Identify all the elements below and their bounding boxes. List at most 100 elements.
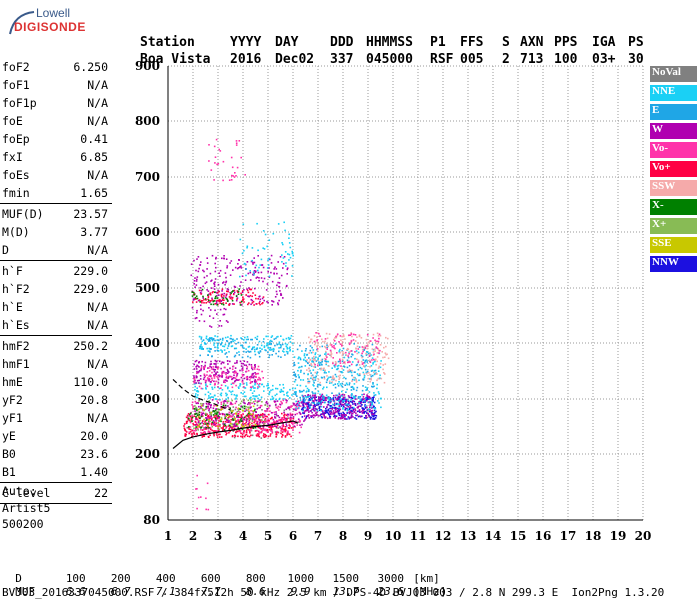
scatter-point [219,409,222,411]
scatter-point [230,334,232,337]
scatter-point [282,350,284,352]
scatter-point [203,373,206,376]
scatter-point [206,338,209,341]
scatter-point [208,418,210,421]
scatter-point [334,386,337,389]
scatter-point [255,270,257,272]
scatter-point [302,404,304,406]
scatter-point [259,347,261,349]
scatter-point [342,414,345,416]
scatter-point [251,417,253,419]
scatter-point [338,341,340,343]
scatter-point [329,376,332,378]
scatter-point [253,368,256,370]
scatter-point [239,285,241,287]
param-separator [0,503,112,504]
scatter-point [200,293,202,295]
scatter-point [218,420,220,422]
scatter-point [189,412,192,415]
scatter-point [217,299,220,302]
scatter-point [239,302,242,304]
y-tick-label: 800 [135,114,160,128]
scatter-point [234,402,237,405]
scatter-point [294,374,297,377]
scatter-point [211,377,213,380]
scatter-point [287,413,290,416]
scatter-point [257,397,259,400]
scatter-point [326,379,328,381]
scatter-point [244,336,246,339]
scatter-point [209,309,212,311]
scatter-point [309,403,311,406]
scatter-point [191,433,194,435]
scatter-point [261,370,263,373]
scatter-point [196,488,198,490]
scatter-point [362,346,365,349]
scatter-point [275,422,277,424]
scatter-point [270,336,273,338]
scatter-point [234,434,236,437]
scatter-point [228,413,231,416]
scatter-point [281,419,284,421]
scatter-point [189,421,192,424]
y-tick-label: 300 [135,392,160,406]
y-tick-label: 80 [143,513,160,527]
scatter-point [348,396,351,398]
scatter-point [225,276,227,279]
scatter-point [316,345,318,347]
distance-label: D [15,572,22,585]
scatter-point [222,370,225,373]
scatter-point [231,435,234,438]
scatter-point [250,288,253,291]
scatter-point [242,369,244,371]
scatter-point [231,345,234,347]
scatter-point [188,426,190,428]
scatter-point [225,258,228,260]
scatter-point [321,345,324,348]
scatter-point [376,383,378,386]
scatter-point [334,366,336,368]
scatter-point [208,400,210,402]
scatter-point [258,340,261,343]
scatter-point [205,412,207,415]
scatter-point [257,400,259,403]
scatter-point [341,385,344,388]
scatter-point [202,435,204,437]
scatter-point [223,255,225,257]
scatter-point [236,430,239,433]
scatter-point [256,401,259,404]
scatter-point [198,385,201,388]
scatter-point [341,350,344,353]
scatter-point [268,275,271,278]
scatter-point [230,337,232,340]
scatter-point [337,398,339,400]
scatter-point [337,385,340,387]
scatter-point [264,434,267,436]
scatter-point [342,415,344,418]
scatter-point [308,401,310,404]
scatter-point [325,360,327,363]
scatter-point [291,394,293,396]
scatter-point [372,383,374,385]
scatter-point [293,403,295,406]
scatter-point [269,433,272,435]
scatter-point [202,348,204,350]
scatter-point [285,262,287,264]
distance-value: 800 [245,572,266,585]
scatter-point [289,414,292,417]
scatter-point [252,263,254,265]
scatter-point [234,425,236,427]
scatter-point [307,399,310,401]
scatter-point [202,409,205,411]
scatter-point [368,408,370,411]
scatter-point [244,174,246,176]
scatter-point [195,359,198,362]
scatter-point [205,406,207,408]
scatter-point [277,419,280,421]
scatter-point [338,406,341,409]
scatter-point [258,355,261,358]
scatter-point [332,361,334,364]
param-label: yF1 [2,411,23,425]
scatter-point [282,297,284,299]
scatter-point [314,379,317,381]
